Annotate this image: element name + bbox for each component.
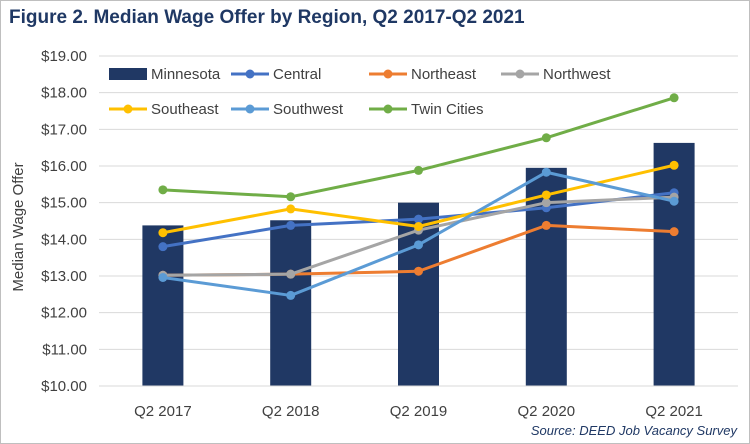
point-twin-cities — [669, 93, 679, 103]
point-central — [158, 242, 168, 252]
y-tick-label: $17.00 — [41, 121, 87, 138]
point-northeast — [669, 227, 679, 237]
legend-marker-southeast — [123, 104, 133, 114]
point-central — [414, 214, 423, 224]
legend-marker-southwest — [245, 104, 255, 114]
point-southeast — [669, 160, 679, 170]
y-tick-label: $11.00 — [42, 341, 87, 358]
legend-label-northeast: Northeast — [411, 66, 477, 83]
x-tick-label: Q2 2017 — [134, 403, 192, 420]
legend-label-southeast: Southeast — [151, 101, 219, 118]
y-tick-label: $16.00 — [41, 158, 87, 175]
legend-swatch-minnesota — [109, 68, 147, 80]
point-southwest — [158, 272, 168, 282]
point-central — [286, 220, 296, 230]
y-tick-label: $13.00 — [41, 268, 87, 285]
bar-minnesota — [270, 220, 312, 386]
x-tick-label: Q2 2018 — [262, 403, 320, 420]
source-note: Source: DEED Job Vacancy Survey — [530, 423, 737, 438]
legend-marker-northwest — [515, 69, 525, 79]
point-southeast — [414, 222, 423, 231]
point-twin-cities — [286, 192, 296, 202]
point-northeast — [414, 266, 423, 276]
legend-marker-central — [245, 69, 255, 79]
y-tick-label: $15.00 — [41, 195, 87, 212]
point-northwest — [286, 269, 296, 279]
y-tick-label: $14.00 — [41, 231, 87, 248]
point-southwest — [414, 240, 423, 250]
point-southwest — [669, 196, 679, 206]
legend-label-minnesota: Minnesota — [151, 66, 221, 83]
legend-label-central: Central — [273, 66, 321, 83]
x-tick-label: Q2 2019 — [390, 403, 448, 420]
point-southwest — [286, 290, 296, 300]
point-southeast — [158, 228, 168, 238]
legend-label-northwest: Northwest — [543, 66, 611, 83]
bar-minnesota — [142, 225, 184, 386]
y-tick-label: $12.00 — [41, 305, 87, 322]
x-tick-label: Q2 2021 — [645, 403, 703, 420]
point-southwest — [541, 167, 551, 177]
y-axis-title: Median Wage Offer — [10, 162, 27, 291]
y-tick-label: $10.00 — [41, 378, 87, 395]
legend-marker-northeast — [383, 69, 393, 79]
point-northeast — [541, 220, 551, 230]
legend-label-southwest: Southwest — [273, 101, 344, 118]
point-southeast — [286, 204, 296, 214]
x-tick-label: Q2 2020 — [518, 403, 576, 420]
y-tick-label: $18.00 — [41, 85, 87, 102]
point-twin-cities — [158, 185, 168, 195]
y-tick-label: $19.00 — [41, 48, 87, 65]
legend-label-twin-cities: Twin Cities — [411, 101, 484, 118]
point-northwest — [541, 198, 551, 208]
chart-title: Figure 2. Median Wage Offer by Region, Q… — [9, 7, 525, 28]
point-twin-cities — [414, 165, 423, 175]
point-twin-cities — [541, 133, 551, 143]
legend-marker-twin-cities — [383, 104, 393, 114]
point-southeast — [541, 190, 551, 200]
bar-minnesota — [653, 142, 695, 386]
